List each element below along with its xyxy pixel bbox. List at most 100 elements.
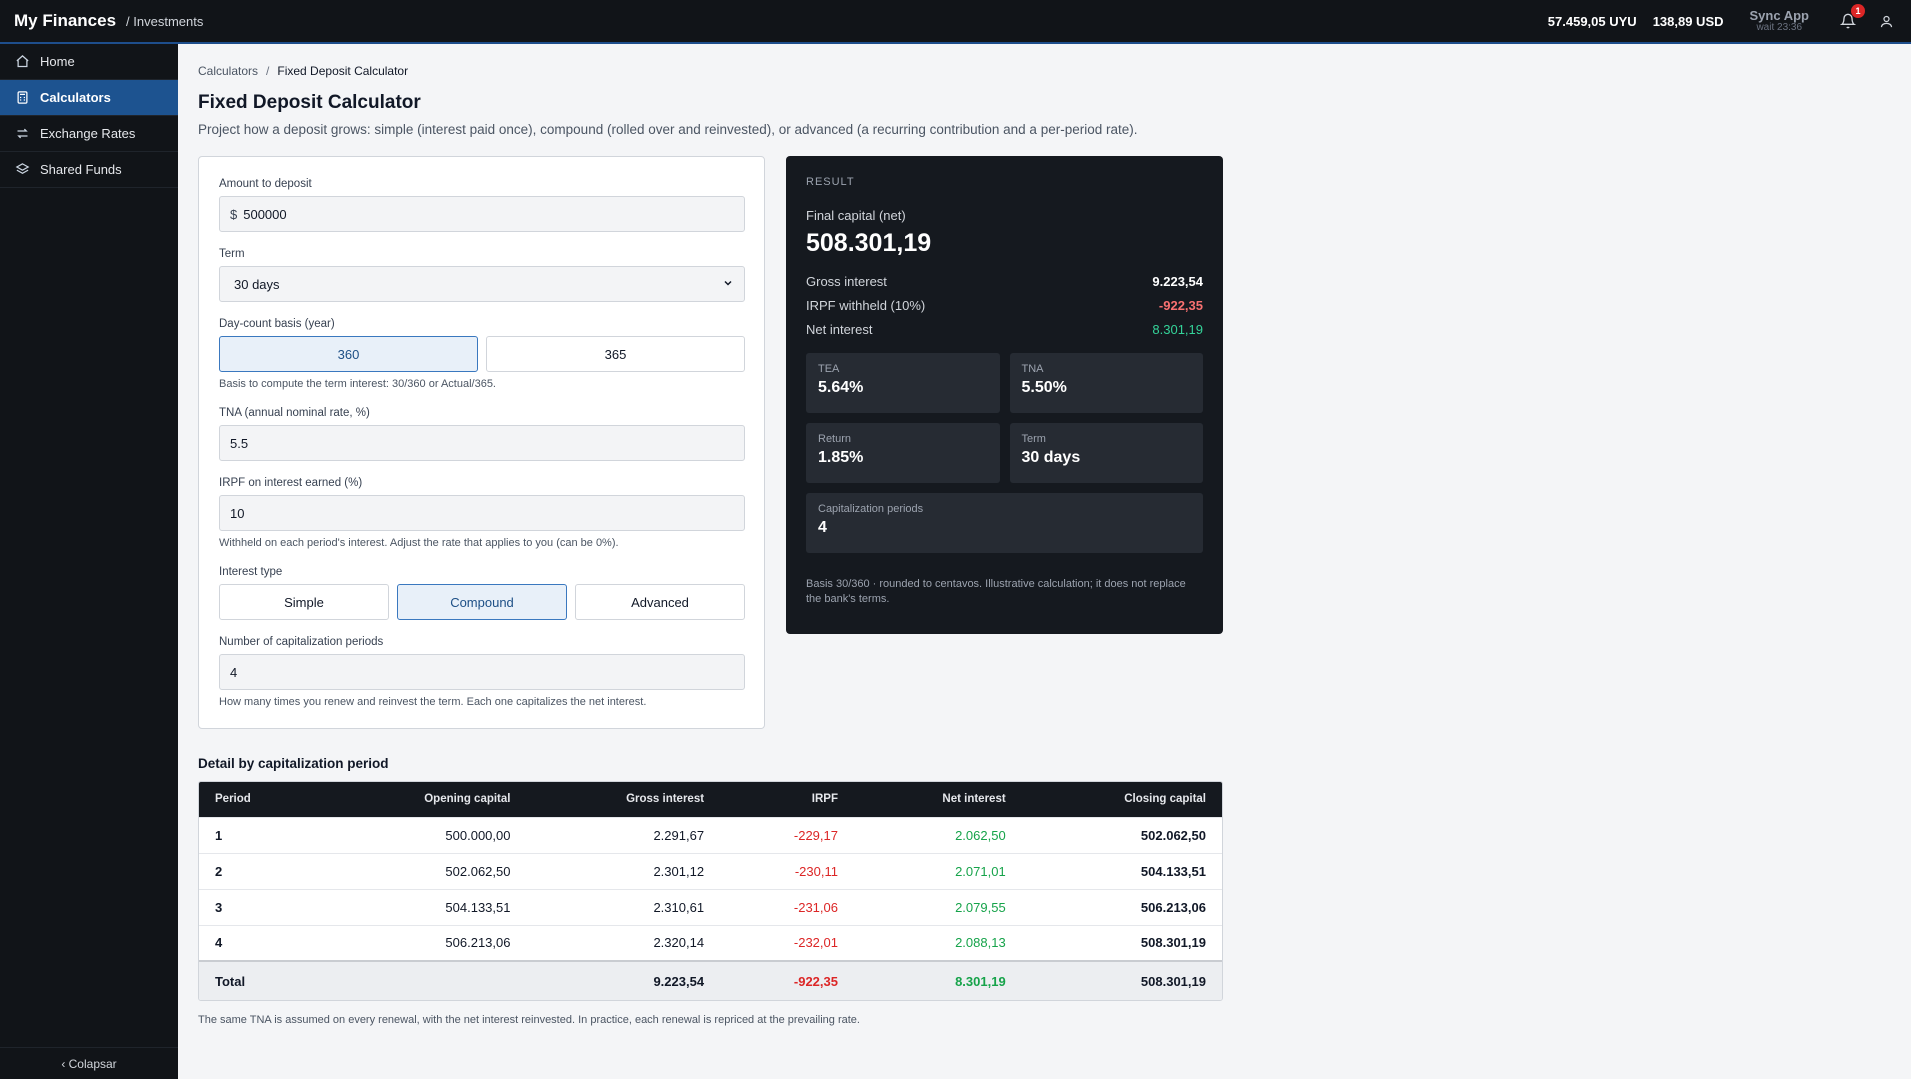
collapse-sidebar-button[interactable]: ‹ Colapsar [0,1047,178,1079]
notification-badge: 1 [1851,4,1865,18]
basis-hint: Basis to compute the term interest: 30/3… [219,378,496,390]
total-gross-cell: 9.223,54 [653,973,705,989]
closing-capital-cell: 506.213,06 [1140,899,1206,915]
sidebar-item-exchange-rates[interactable]: Exchange Rates [0,116,178,152]
type-advanced-button[interactable]: Advanced [575,584,745,620]
page-description: Project how a deposit grows: simple (int… [198,122,1138,137]
app-brand[interactable]: My Finances [14,11,117,30]
column-header: Closing capital [1124,793,1206,806]
tna-tile-value: 5.50% [1021,379,1067,396]
capitalization-label: Capitalization periods [818,503,924,515]
net-interest-label: Net interest [806,322,873,337]
table-row: 1 500.000,00 2.291,67 -229,17 2.062,50 5… [199,817,1222,853]
total-net-cell: 8.301,19 [955,973,1006,989]
column-header: IRPF [811,793,838,806]
sidebar-item-calculators[interactable]: Calculators [0,80,178,116]
table-row: 3 504.133,51 2.310,61 -231,06 2.079,55 5… [199,889,1222,925]
table-header-row: Period Opening capital Gross interest IR… [199,782,1222,817]
calculator-icon [14,90,30,106]
basis-365-button[interactable]: 365 [486,336,745,372]
interest-type-label: Interest type [219,566,283,578]
tea-value: 5.64% [818,379,864,396]
top-bar: My Finances / Investments 57.459,05 UYU … [0,0,1911,44]
gross-interest-label: Gross interest [806,274,887,289]
gross-interest-cell: 2.310,61 [653,899,705,915]
result-card: RESULT Final capital (net) 508.301,19 Gr… [786,156,1223,634]
top-bar-right: 57.459,05 UYU 138,89 USD Sync App wait 2… [1532,0,1897,42]
irpf-cell: -230,11 [794,863,838,879]
deposit-form-card: Amount to deposit $ 500000 Term 30 days … [198,156,765,729]
column-header: Period [215,793,251,806]
column-header: Net interest [942,793,1006,806]
section-label: / Investments [126,13,204,29]
capitalization-value: 4 [818,519,827,536]
currency-prefix: $ [230,206,238,222]
detail-title: Detail by capitalization period [198,756,389,771]
gross-interest-cell: 2.320,14 [653,935,705,951]
net-interest-value: 8.301,19 [1152,322,1203,337]
return-value: 1.85% [818,449,864,466]
user-menu-button[interactable] [1875,10,1897,32]
total-irpf-cell: -922,35 [793,973,838,989]
gross-interest-row: Gross interest 9.223,54 [806,274,1203,289]
term-label: Term [219,248,245,260]
periods-input[interactable]: 4 [219,654,745,690]
sidebar-item-label: Shared Funds [40,162,122,177]
detail-table: Period Opening capital Gross interest IR… [198,781,1223,1001]
period-cell: 2 [215,863,223,879]
layers-icon [14,162,30,178]
main-content: Calculators / Fixed Deposit Calculator Fix… [198,44,1898,137]
gross-interest-cell: 2.301,12 [653,863,705,879]
sync-title: Sync App [1749,7,1809,23]
term-tile: Term 30 days [1009,423,1203,483]
period-cell: 3 [215,899,223,915]
table-footnote: The same TNA is assumed on every renewal… [198,1014,860,1026]
term-tile-label: Term [1021,433,1046,445]
irpf-cell: -229,17 [793,827,838,843]
notifications-button[interactable]: 1 [1837,4,1865,32]
opening-capital-cell: 500.000,00 [445,827,511,843]
user-icon [1880,15,1892,27]
net-interest-cell: 2.071,01 [955,863,1006,879]
table-total-row: Total 9.223,54 -922,35 8.301,19 508.301,… [199,961,1222,1000]
column-header: Gross interest [626,793,705,806]
page-title: Fixed Deposit Calculator [198,92,421,113]
balance-uyu: 57.459,05 UYU [1547,13,1637,29]
tna-input[interactable]: 5.5 [219,425,745,461]
term-select[interactable]: 30 days [219,266,745,302]
irpf-withheld-row: IRPF withheld (10%) -922,35 [806,298,1203,313]
chevron-down-icon [722,277,734,292]
home-icon [14,54,30,70]
opening-capital-cell: 504.133,51 [445,899,511,915]
irpf-input[interactable]: 10 [219,495,745,531]
periods-value: 4 [230,664,238,680]
sidebar-item-shared-funds[interactable]: Shared Funds [0,152,178,188]
net-interest-cell: 2.079,55 [955,899,1006,915]
tea-label: TEA [818,363,840,375]
final-capital-value: 508.301,19 [806,229,932,257]
amount-label: Amount to deposit [219,178,312,190]
total-closing-cell: 508.301,19 [1140,973,1206,989]
periods-label: Number of capitalization periods [219,636,384,648]
type-compound-button[interactable]: Compound [397,584,567,620]
amount-input[interactable]: $ 500000 [219,196,745,232]
gross-interest-cell: 2.291,67 [653,827,705,843]
bell-icon [1840,13,1856,29]
periods-hint: How many times you renew and reinvest th… [219,696,647,708]
sidebar-item-label: Home [40,54,75,69]
sync-app-button[interactable]: Sync App wait 23:36 [1750,9,1809,33]
irpf-withheld-label: IRPF withheld (10%) [806,298,926,313]
sidebar-item-home[interactable]: Home [0,44,178,80]
basis-360-button[interactable]: 360 [219,336,478,372]
column-header: Opening capital [424,793,511,806]
tea-tile: TEA 5.64% [806,353,1000,413]
exchange-icon [14,126,30,142]
total-label-cell: Total [215,973,246,989]
closing-capital-cell: 502.062,50 [1140,827,1206,843]
sync-status: wait 23:36 [1756,21,1803,33]
net-interest-row: Net interest 8.301,19 [806,322,1203,337]
breadcrumb-separator: / [266,64,270,78]
breadcrumb-parent[interactable]: Calculators [198,64,259,78]
type-simple-button[interactable]: Simple [219,584,389,620]
sidebar-item-label: Exchange Rates [40,126,136,141]
